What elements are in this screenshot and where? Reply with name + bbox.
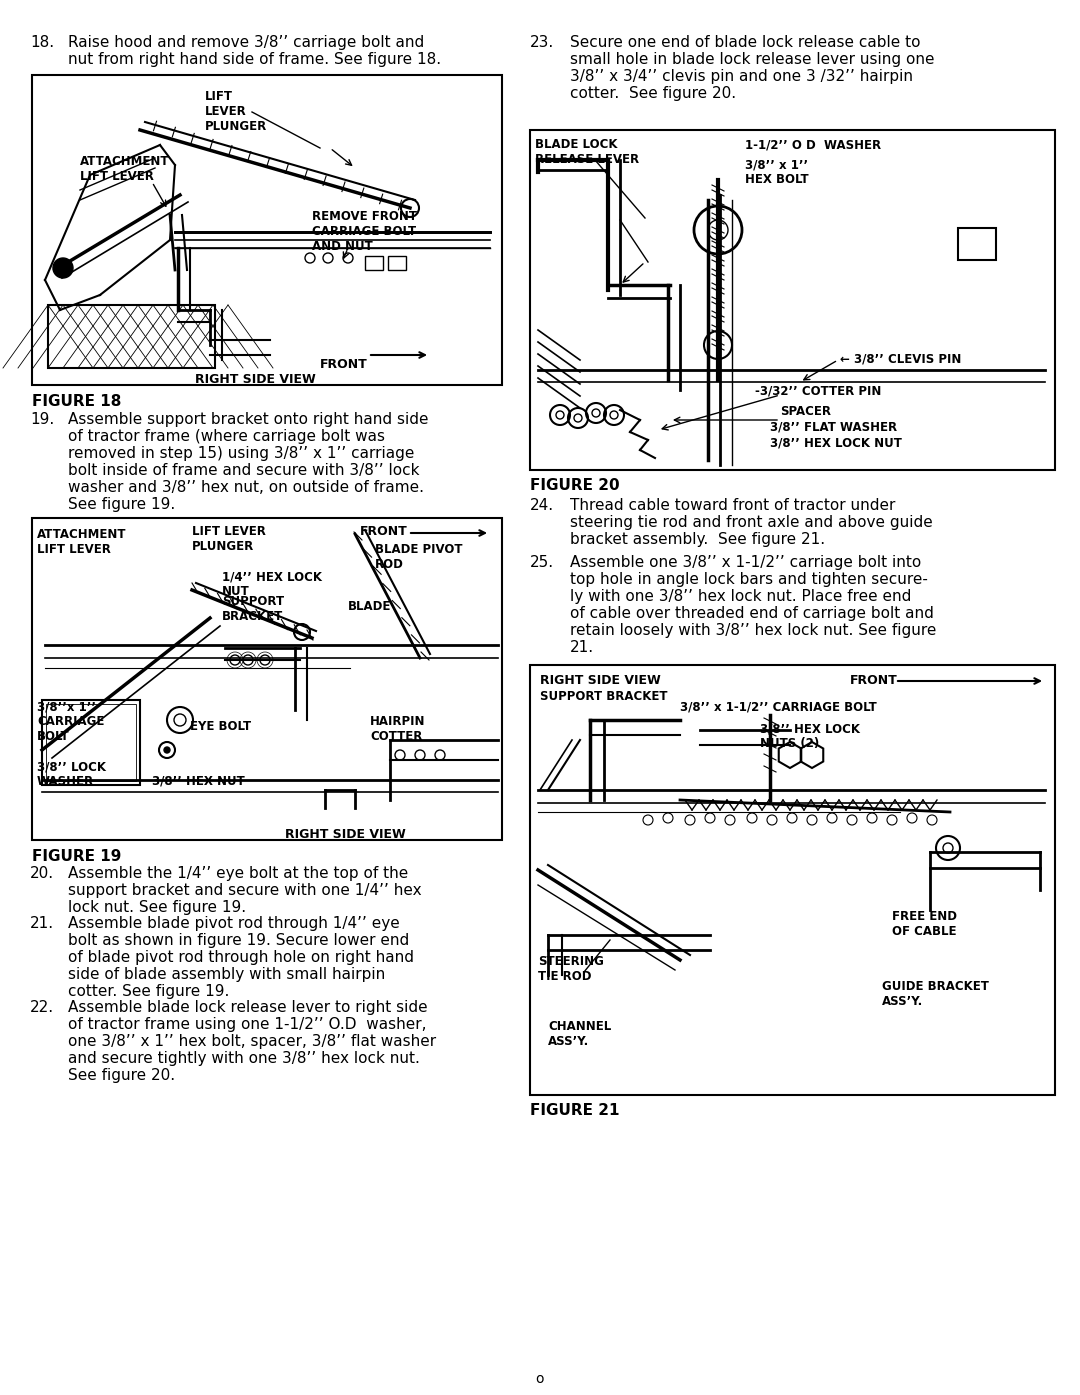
Text: cotter. See figure 19.: cotter. See figure 19. <box>68 983 229 999</box>
Text: Raise hood and remove 3/8’’ carriage bolt and: Raise hood and remove 3/8’’ carriage bol… <box>68 35 424 50</box>
Text: 20.: 20. <box>30 866 54 882</box>
Text: o: o <box>535 1373 543 1387</box>
Text: washer and 3/8’’ hex nut, on outside of frame.: washer and 3/8’’ hex nut, on outside of … <box>68 480 424 495</box>
Text: -3/32’’ COTTER PIN: -3/32’’ COTTER PIN <box>755 385 881 398</box>
Circle shape <box>164 746 170 753</box>
Text: 3/8’’ x 1-1/2’’ CARRIAGE BOLT: 3/8’’ x 1-1/2’’ CARRIAGE BOLT <box>680 700 877 713</box>
Bar <box>958 227 996 259</box>
Text: ATTACHMENT
LIFT LEVER: ATTACHMENT LIFT LEVER <box>80 155 170 183</box>
Text: one 3/8’’ x 1’’ hex bolt, spacer, 3/8’’ flat washer: one 3/8’’ x 1’’ hex bolt, spacer, 3/8’’ … <box>68 1034 436 1049</box>
Text: HAIRPIN
COTTER: HAIRPIN COTTER <box>370 716 426 744</box>
Text: REMOVE FRONT
CARRIAGE BOLT
AND NUT: REMOVE FRONT CARRIAGE BOLT AND NUT <box>312 211 417 252</box>
Bar <box>42 700 140 785</box>
Text: FIGURE 20: FIGURE 20 <box>530 478 620 492</box>
Text: 1/4’’ HEX LOCK
NUT: 1/4’’ HEX LOCK NUT <box>222 571 322 598</box>
Bar <box>46 704 136 781</box>
Text: bolt as shown in figure 19. Secure lower end: bolt as shown in figure 19. Secure lower… <box>68 933 409 949</box>
Text: steering tie rod and front axle and above guide: steering tie rod and front axle and abov… <box>570 515 933 530</box>
Text: BLADE LOCK
RELEASE LEVER: BLADE LOCK RELEASE LEVER <box>535 138 639 166</box>
Circle shape <box>53 258 73 278</box>
Text: bolt inside of frame and secure with 3/8’’ lock: bolt inside of frame and secure with 3/8… <box>68 463 419 478</box>
Text: 3/8’’ HEX LOCK NUT: 3/8’’ HEX LOCK NUT <box>770 437 902 449</box>
Text: side of blade assembly with small hairpin: side of blade assembly with small hairpi… <box>68 967 386 982</box>
Bar <box>530 130 1055 470</box>
Text: 3/8’’ LOCK
WASHER: 3/8’’ LOCK WASHER <box>37 760 106 788</box>
Text: small hole in blade lock release lever using one: small hole in blade lock release lever u… <box>570 52 934 67</box>
Text: support bracket and secure with one 1/4’’ hex: support bracket and secure with one 1/4’… <box>68 883 421 898</box>
Text: Assemble support bracket onto right hand side: Assemble support bracket onto right hand… <box>68 412 429 427</box>
Text: SPACER: SPACER <box>780 405 831 418</box>
Bar <box>32 75 502 385</box>
Text: FRONT: FRONT <box>320 359 368 371</box>
Text: of tractor frame using one 1-1/2’’ O.D  washer,: of tractor frame using one 1-1/2’’ O.D w… <box>68 1017 427 1032</box>
Text: LIFT LEVER
PLUNGER: LIFT LEVER PLUNGER <box>192 525 266 552</box>
Text: RIGHT SIDE VIEW: RIGHT SIDE VIEW <box>540 674 661 686</box>
Text: 19.: 19. <box>30 412 54 427</box>
Text: nut from right hand side of frame. See figure 18.: nut from right hand side of frame. See f… <box>68 52 441 67</box>
Text: FREE END
OF CABLE: FREE END OF CABLE <box>892 910 957 937</box>
Text: FIGURE 21: FIGURE 21 <box>530 1103 620 1117</box>
Text: FIGURE 19: FIGURE 19 <box>32 850 121 864</box>
Text: RIGHT SIDE VIEW: RIGHT SIDE VIEW <box>195 372 315 386</box>
Text: 21.: 21. <box>30 917 54 930</box>
Text: BLADE: BLADE <box>348 600 391 612</box>
Text: SUPPORT
BRACKET: SUPPORT BRACKET <box>222 596 284 624</box>
Text: LIFT
LEVER
PLUNGER: LIFT LEVER PLUNGER <box>205 91 267 133</box>
Text: 24.: 24. <box>530 498 554 513</box>
Text: 23.: 23. <box>530 35 554 50</box>
Text: See figure 19.: See figure 19. <box>68 497 175 512</box>
Text: SUPPORT BRACKET: SUPPORT BRACKET <box>540 691 667 703</box>
Text: and secure tightly with one 3/8’’ hex lock nut.: and secure tightly with one 3/8’’ hex lo… <box>68 1050 420 1066</box>
Text: ATTACHMENT
LIFT LEVER: ATTACHMENT LIFT LEVER <box>37 527 126 557</box>
Bar <box>32 518 502 840</box>
Text: Assemble one 3/8’’ x 1-1/2’’ carriage bolt into: Assemble one 3/8’’ x 1-1/2’’ carriage bo… <box>570 555 921 571</box>
Text: bracket assembly.  See figure 21.: bracket assembly. See figure 21. <box>570 531 825 547</box>
Text: 3/8’’ HEX NUT: 3/8’’ HEX NUT <box>152 776 245 788</box>
Text: Assemble blade lock release lever to right side: Assemble blade lock release lever to rig… <box>68 1000 428 1016</box>
Text: Assemble the 1/4’’ eye bolt at the top of the: Assemble the 1/4’’ eye bolt at the top o… <box>68 866 408 882</box>
Text: Thread cable toward front of tractor under: Thread cable toward front of tractor und… <box>570 498 895 513</box>
Text: 21.: 21. <box>570 640 594 656</box>
Text: of blade pivot rod through hole on right hand: of blade pivot rod through hole on right… <box>68 950 414 965</box>
Bar <box>388 257 406 271</box>
Text: FRONT: FRONT <box>360 525 408 538</box>
Text: CHANNEL
ASS’Y.: CHANNEL ASS’Y. <box>548 1020 611 1048</box>
Bar <box>530 665 1055 1095</box>
Text: EYE BOLT: EYE BOLT <box>190 720 252 732</box>
Text: BLADE PIVOT
ROD: BLADE PIVOT ROD <box>375 543 462 571</box>
Text: GUIDE BRACKET
ASS’Y.: GUIDE BRACKET ASS’Y. <box>882 981 989 1009</box>
Text: removed in step 15) using 3/8’’ x 1’’ carriage: removed in step 15) using 3/8’’ x 1’’ ca… <box>68 446 415 460</box>
Text: ← 3/8’’ CLEVIS PIN: ← 3/8’’ CLEVIS PIN <box>840 353 961 365</box>
Text: top hole in angle lock bars and tighten secure-: top hole in angle lock bars and tighten … <box>570 572 928 587</box>
Text: 1-1/2’’ O D  WASHER: 1-1/2’’ O D WASHER <box>745 138 881 151</box>
Text: of cable over threaded end of carriage bolt and: of cable over threaded end of carriage b… <box>570 605 934 621</box>
Text: 3/8’’ HEX LOCK
NUTS (2): 3/8’’ HEX LOCK NUTS (2) <box>760 723 860 751</box>
Text: 18.: 18. <box>30 35 54 50</box>
Text: 3/8’’ x 1’’
HEX BOLT: 3/8’’ x 1’’ HEX BOLT <box>745 158 809 186</box>
Text: ly with one 3/8’’ hex lock nut. Place free end: ly with one 3/8’’ hex lock nut. Place fr… <box>570 589 912 604</box>
Text: of tractor frame (where carriage bolt was: of tractor frame (where carriage bolt wa… <box>68 430 384 444</box>
Text: FRONT: FRONT <box>850 674 897 686</box>
Text: retain loosely with 3/8’’ hex lock nut. See figure: retain loosely with 3/8’’ hex lock nut. … <box>570 624 936 638</box>
Text: 3/8’’ x 3/4’’ clevis pin and one 3 /32’’ hairpin: 3/8’’ x 3/4’’ clevis pin and one 3 /32’’… <box>570 68 913 84</box>
Text: lock nut. See figure 19.: lock nut. See figure 19. <box>68 900 246 915</box>
Text: cotter.  See figure 20.: cotter. See figure 20. <box>570 86 737 100</box>
Text: FIGURE 18: FIGURE 18 <box>32 393 121 409</box>
Text: Secure one end of blade lock release cable to: Secure one end of blade lock release cab… <box>570 35 920 50</box>
Bar <box>365 257 383 271</box>
Text: 25.: 25. <box>530 555 554 571</box>
Text: Assemble blade pivot rod through 1/4’’ eye: Assemble blade pivot rod through 1/4’’ e… <box>68 917 400 930</box>
Text: RIGHT SIDE VIEW: RIGHT SIDE VIEW <box>285 829 406 841</box>
Text: See figure 20.: See figure 20. <box>68 1069 175 1083</box>
Text: STEERING
TIE ROD: STEERING TIE ROD <box>538 956 604 983</box>
Text: 22.: 22. <box>30 1000 54 1016</box>
Text: 3/8’’x 1’’
CARRIAGE
BOLT: 3/8’’x 1’’ CARRIAGE BOLT <box>37 700 105 744</box>
Text: 3/8’’ FLAT WASHER: 3/8’’ FLAT WASHER <box>770 420 897 432</box>
Bar <box>48 306 215 368</box>
